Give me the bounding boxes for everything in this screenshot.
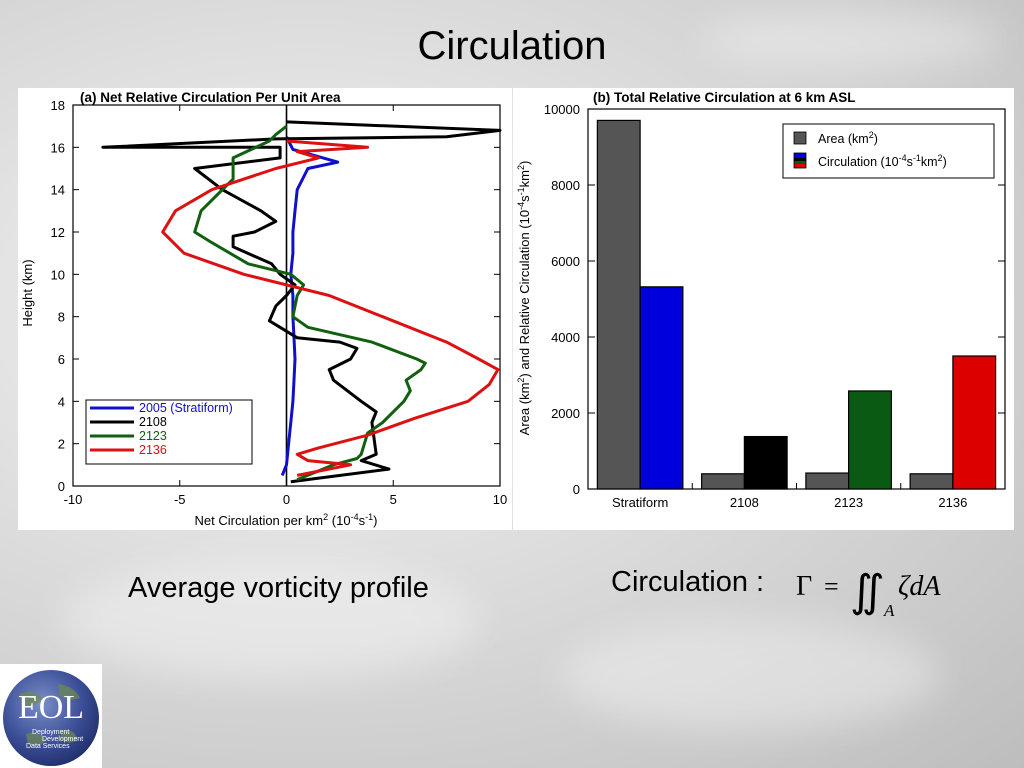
formula-integrand: ζdA (898, 571, 941, 602)
profile-x-tick-label: 10 (493, 492, 507, 507)
formula-subscript: A (883, 601, 895, 620)
profile-y-tick-label: 14 (51, 183, 65, 198)
profile-x-tick-label: 0 (283, 492, 290, 507)
logo-main-text: EOL (18, 689, 84, 726)
bar-x-tick-label: Stratiform (612, 495, 668, 510)
profile-chart-svg: (a) Net Relative Circulation Per Unit Ar… (20, 90, 507, 528)
bar-y-tick-label: 10000 (544, 102, 580, 117)
legend-label-2005: 2005 (Stratiform) (139, 401, 233, 415)
legend-label-2136: 2136 (139, 443, 167, 457)
legend-label-circulation: Circulation (10-4s-1km2) (818, 153, 947, 169)
total-circulation-chart: (b) Total Relative Circulation at 6 km A… (513, 88, 1014, 530)
profile-x-tick-label: 5 (390, 492, 397, 507)
legend-label-2108: 2108 (139, 415, 167, 429)
formula-double-integral: ∬ (850, 567, 885, 616)
profile-y-tick-label: 8 (58, 310, 65, 325)
profile-line-2005 (280, 136, 340, 476)
profile-x-tick-label: -10 (64, 492, 83, 507)
formula-gamma: Γ (796, 571, 812, 602)
logo-line-3: Data Services (26, 743, 70, 750)
bar-area-2108 (701, 473, 745, 490)
circulation-formula: Γ = ∬ A ζdA (796, 567, 941, 620)
logo-line-2: Development (42, 736, 83, 743)
profile-y-tick-label: 4 (58, 394, 65, 409)
profile-y-tick-label: 6 (58, 352, 65, 367)
formula-equals: = (824, 572, 839, 601)
profile-y-tick-label: 10 (51, 267, 65, 282)
bar-circulation-2136 (952, 355, 997, 490)
bar-area-2136 (909, 473, 954, 490)
bar-x-tick-label: 2123 (834, 495, 863, 510)
bar-x-tick-label: 2108 (730, 495, 759, 510)
bar-y-tick-label: 4000 (551, 330, 580, 345)
bar-chart-title: (b) Total Relative Circulation at 6 km A… (593, 90, 856, 105)
profile-chart-title: (a) Net Relative Circulation Per Unit Ar… (80, 90, 341, 105)
profile-y-tick-label: 12 (51, 225, 65, 240)
caption-circulation: Circulation : (611, 566, 765, 598)
profile-x-tick-label: -5 (174, 492, 186, 507)
profile-y-tick-label: 18 (51, 98, 65, 113)
profile-x-axis-label: Net Circulation per km2 (10-4s-1) (195, 512, 378, 528)
legend-label-2123: 2123 (139, 429, 167, 443)
bar-x-tick-label: 2136 (938, 495, 967, 510)
caption-average-vorticity: Average vorticity profile (128, 572, 429, 604)
profile-y-tick-label: 2 (58, 437, 65, 452)
bar-y-tick-label: 2000 (551, 406, 580, 421)
slide-title: Circulation (417, 24, 607, 68)
bar-y-tick-label: 6000 (551, 254, 580, 269)
bar-chart-svg: (b) Total Relative Circulation at 6 km A… (516, 90, 1006, 510)
profile-y-axis-label: Height (km) (20, 259, 35, 326)
bar-y-axis-label: Area (km2) and Relative Circulation (10-… (516, 161, 532, 436)
bar-legend: Area (km2) Circulation (10-4s-1km2) (782, 123, 995, 179)
bar-area-2123 (805, 472, 850, 490)
profile-line-2108 (101, 120, 502, 484)
bar-circulation-2108 (743, 435, 788, 490)
vorticity-profile-chart: (a) Net Relative Circulation Per Unit Ar… (18, 88, 512, 530)
profile-line-2136 (161, 139, 500, 477)
legend-swatch-circulation (793, 152, 807, 169)
bar-y-tick-label: 8000 (551, 178, 580, 193)
logo-line-1: Deployment (32, 729, 69, 736)
legend-label-area: Area (km2) (818, 130, 878, 146)
bar-y-tick-label: 0 (573, 482, 580, 497)
eol-logo: EOL Deployment Development Data Services (0, 664, 102, 768)
bar-circulation-2123 (848, 390, 892, 490)
profile-y-tick-label: 16 (51, 140, 65, 155)
profile-y-tick-label: 0 (58, 479, 65, 494)
legend-swatch-area (793, 131, 807, 145)
bar-circulation-Stratiform (639, 286, 684, 490)
bar-area-Stratiform (596, 119, 641, 490)
